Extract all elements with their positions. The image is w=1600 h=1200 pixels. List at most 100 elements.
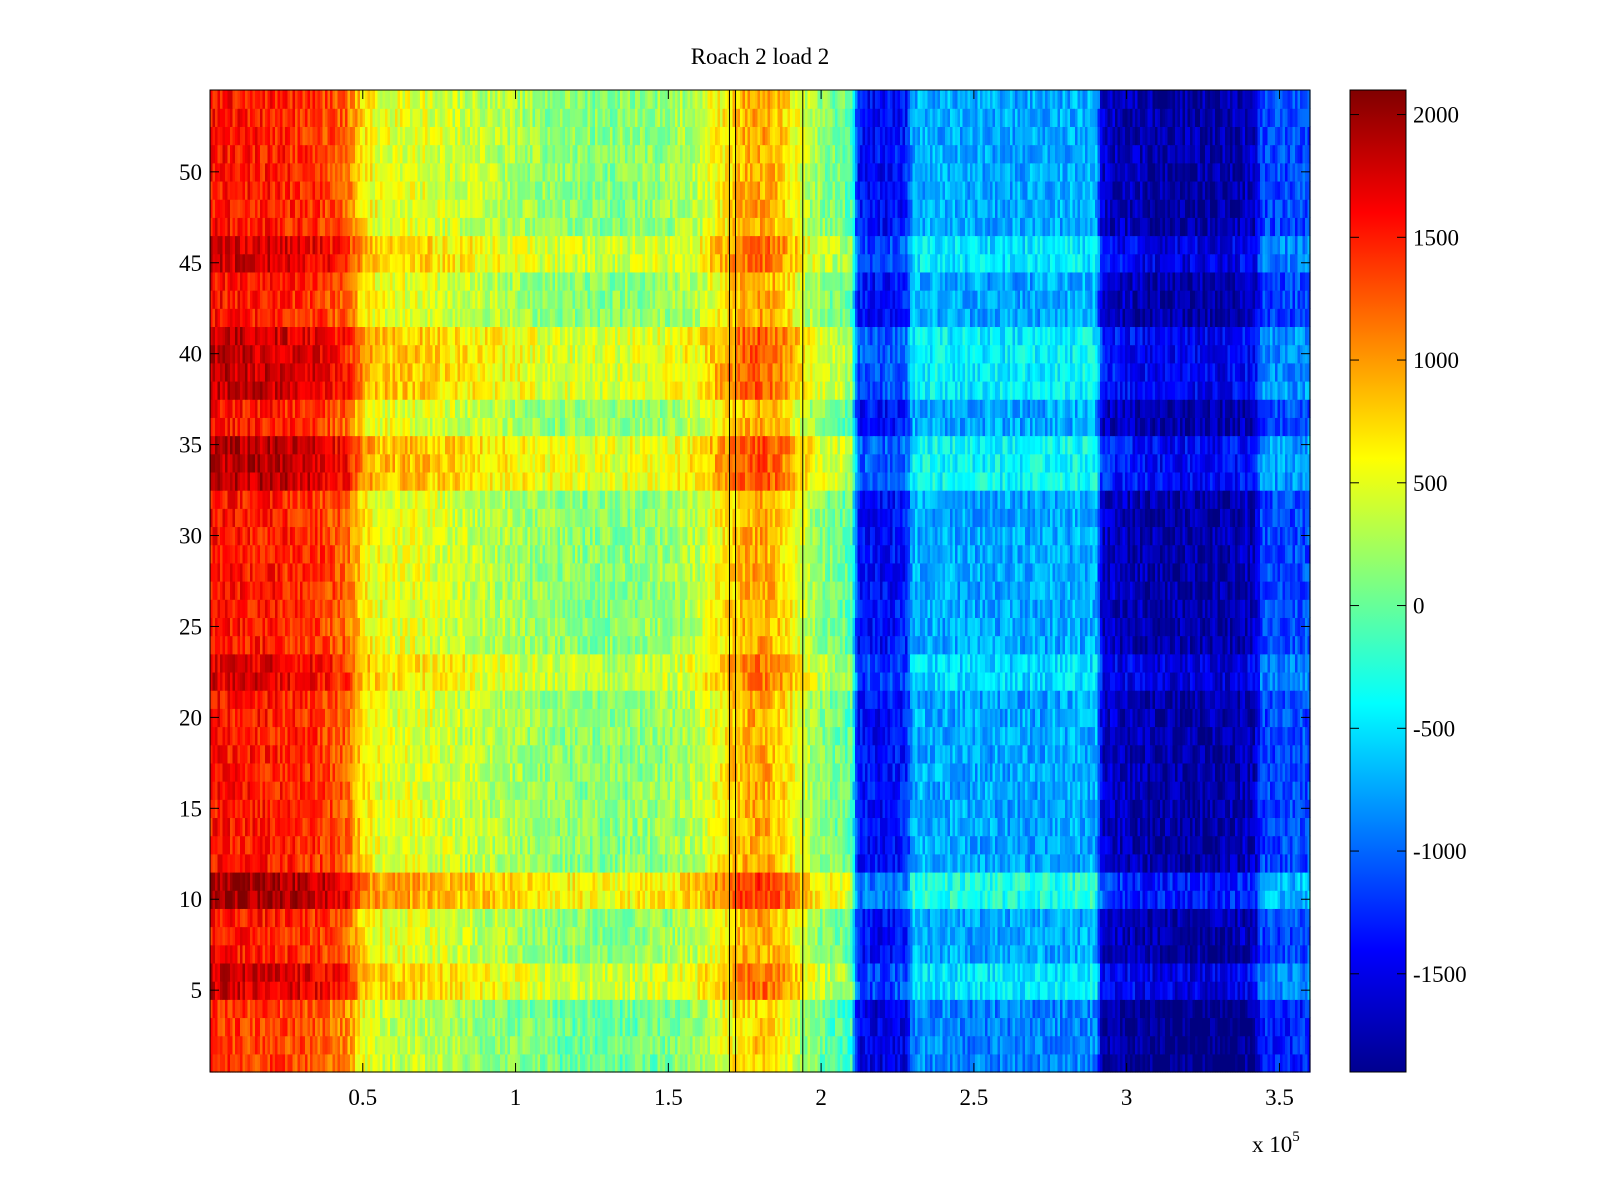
heatmap-cell bbox=[1172, 944, 1176, 964]
heatmap-cell bbox=[665, 1035, 669, 1055]
heatmap-cell bbox=[792, 1035, 796, 1055]
heatmap-cell bbox=[285, 981, 289, 1000]
heatmap-cell bbox=[875, 999, 879, 1019]
heatmap-cell bbox=[685, 981, 689, 1000]
heatmap-cell bbox=[820, 944, 824, 964]
heatmap-cell bbox=[965, 962, 969, 982]
heatmap-cell bbox=[975, 1035, 979, 1055]
heatmap-cell bbox=[1135, 1017, 1139, 1037]
heatmap-cell bbox=[1295, 1017, 1299, 1037]
heatmap-cell bbox=[395, 1035, 399, 1055]
heatmap-cell bbox=[717, 981, 721, 1000]
heatmap-cell bbox=[377, 1017, 381, 1037]
heatmap-cell bbox=[212, 1017, 216, 1037]
heatmap-cell bbox=[295, 944, 299, 964]
heatmap-cell bbox=[322, 1035, 326, 1055]
heatmap-cell bbox=[532, 944, 536, 964]
heatmap-cell bbox=[937, 999, 941, 1019]
heatmap-cell bbox=[1180, 981, 1184, 1000]
heatmap-cell bbox=[1230, 1035, 1234, 1055]
heatmap-cell bbox=[1142, 981, 1146, 1000]
heatmap-cell bbox=[815, 981, 819, 1000]
heatmap-cell bbox=[1015, 1053, 1019, 1073]
heatmap-cell bbox=[267, 926, 271, 946]
heatmap-cell bbox=[1000, 1035, 1004, 1055]
heatmap-cell bbox=[325, 944, 329, 964]
heatmap-cell bbox=[495, 1035, 499, 1055]
heatmap-cell bbox=[230, 926, 234, 946]
heatmap-cell bbox=[882, 981, 886, 1000]
heatmap-cell bbox=[765, 944, 769, 964]
heatmap-cell bbox=[915, 926, 919, 946]
heatmap-cell bbox=[975, 1017, 979, 1037]
heatmap-cell bbox=[702, 962, 706, 982]
heatmap-cell bbox=[957, 1017, 961, 1037]
heatmap-cell bbox=[1197, 981, 1201, 1000]
heatmap-cell bbox=[722, 962, 726, 982]
heatmap-cell bbox=[962, 999, 966, 1019]
heatmap-cell bbox=[400, 1035, 404, 1055]
heatmap-cell bbox=[1037, 962, 1041, 982]
heatmap-cell bbox=[720, 1035, 724, 1055]
heatmap-cell bbox=[995, 962, 999, 982]
heatmap-cell bbox=[210, 944, 214, 964]
heatmap-cell bbox=[965, 1017, 969, 1037]
heatmap-cell bbox=[1037, 999, 1041, 1019]
heatmap-cell bbox=[1245, 999, 1249, 1019]
heatmap-cell bbox=[1305, 1053, 1309, 1073]
heatmap-cell bbox=[920, 981, 924, 1000]
heatmap-cell bbox=[855, 1053, 859, 1073]
heatmap-cell bbox=[992, 1053, 996, 1073]
heatmap-cell bbox=[1215, 981, 1219, 1000]
heatmap-cell bbox=[630, 926, 634, 946]
heatmap-cell bbox=[367, 1017, 371, 1037]
heatmap-cell bbox=[1100, 962, 1104, 982]
heatmap-cell bbox=[930, 1017, 934, 1037]
heatmap-cell bbox=[945, 944, 949, 964]
heatmap-cell bbox=[1120, 926, 1124, 946]
heatmap-cell bbox=[630, 999, 634, 1019]
heatmap-cell bbox=[1060, 1017, 1064, 1037]
heatmap-cell bbox=[1187, 1035, 1191, 1055]
heatmap-cell bbox=[870, 926, 874, 946]
heatmap-cell bbox=[657, 926, 661, 946]
heatmap-cell bbox=[1200, 1017, 1204, 1037]
heatmap-cell bbox=[1247, 1017, 1251, 1037]
heatmap-cell bbox=[225, 981, 229, 1000]
heatmap-cell bbox=[830, 1035, 834, 1055]
heatmap-cell bbox=[1200, 944, 1204, 964]
heatmap-cell bbox=[840, 1035, 844, 1055]
heatmap-cell bbox=[867, 999, 871, 1019]
heatmap-cell bbox=[1237, 981, 1241, 1000]
heatmap-cell bbox=[640, 981, 644, 1000]
heatmap-cell bbox=[412, 926, 416, 946]
heatmap-cell bbox=[837, 1017, 841, 1037]
heatmap-cell bbox=[877, 999, 881, 1019]
heatmap-cell bbox=[357, 999, 361, 1019]
heatmap-cell bbox=[667, 944, 671, 964]
heatmap-cell bbox=[1162, 981, 1166, 1000]
heatmap-cell bbox=[1115, 962, 1119, 982]
heatmap-cell bbox=[255, 1035, 259, 1055]
heatmap-cell bbox=[762, 1053, 766, 1073]
heatmap-cell bbox=[895, 944, 899, 964]
heatmap-cell bbox=[1217, 981, 1221, 1000]
heatmap-cell bbox=[1187, 1053, 1191, 1073]
heatmap-cell bbox=[625, 999, 629, 1019]
heatmap-cell bbox=[252, 1053, 256, 1073]
heatmap-cell bbox=[852, 962, 856, 982]
heatmap-cell bbox=[222, 1035, 226, 1055]
heatmap-cell bbox=[870, 962, 874, 982]
heatmap-cell bbox=[1260, 999, 1264, 1019]
heatmap-cell bbox=[577, 981, 581, 1000]
heatmap-cell bbox=[372, 981, 376, 1000]
heatmap-cell bbox=[1140, 962, 1144, 982]
heatmap-cell bbox=[640, 1035, 644, 1055]
heatmap-cell bbox=[267, 1053, 271, 1073]
heatmap-cell bbox=[1232, 1053, 1236, 1073]
heatmap-cell bbox=[585, 926, 589, 946]
heatmap-cell bbox=[1147, 999, 1151, 1019]
heatmap-cell bbox=[780, 1035, 784, 1055]
heatmap-cell bbox=[690, 1017, 694, 1037]
heatmap-cell bbox=[1025, 962, 1029, 982]
